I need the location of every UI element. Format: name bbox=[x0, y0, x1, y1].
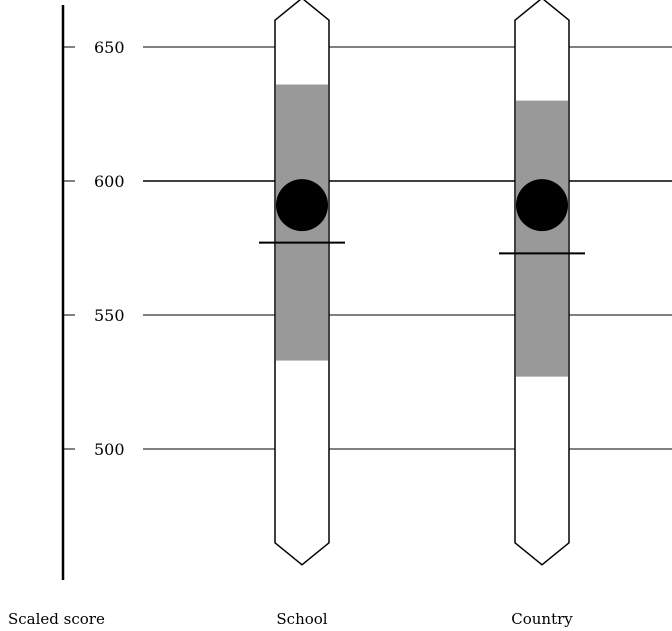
y-tick-label-500: 500 bbox=[94, 440, 125, 459]
range-bar-country bbox=[499, 0, 585, 566]
point-marker bbox=[516, 179, 568, 232]
category-label-school: School bbox=[276, 610, 327, 628]
gridlines bbox=[143, 46, 672, 450]
confidence-band bbox=[516, 100, 568, 377]
point-marker bbox=[276, 179, 328, 232]
y-tick-label-650: 650 bbox=[94, 38, 125, 57]
y-tick-label-600: 600 bbox=[94, 172, 125, 191]
category-label-country: Country bbox=[511, 610, 573, 628]
range-bars bbox=[259, 0, 585, 566]
category-labels: Scaled score School Country bbox=[8, 610, 573, 628]
y-axis-title: Scaled score bbox=[8, 610, 105, 628]
y-axis: 500 550 600 650 bbox=[61, 5, 125, 580]
range-bar-school bbox=[259, 0, 345, 566]
y-tick-label-550: 550 bbox=[94, 306, 125, 325]
